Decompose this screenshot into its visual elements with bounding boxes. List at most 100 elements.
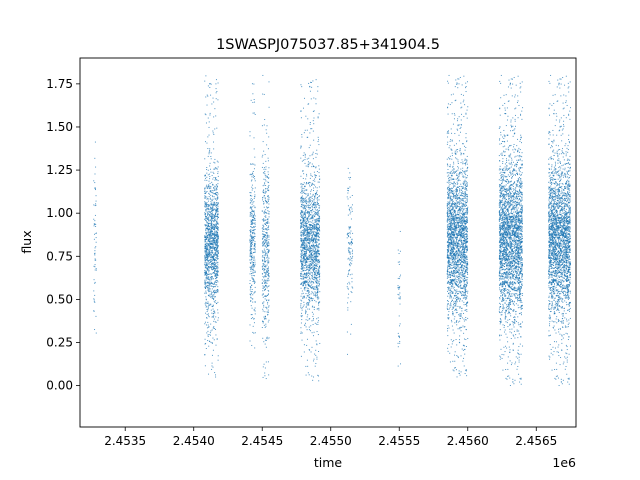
data-point: [266, 206, 268, 208]
data-point: [300, 259, 302, 261]
data-point: [267, 260, 269, 262]
data-point: [264, 223, 266, 225]
data-point: [313, 97, 315, 99]
data-point: [300, 201, 302, 203]
data-point: [250, 256, 252, 258]
data-point: [311, 201, 313, 203]
data-point: [314, 195, 316, 197]
data-point: [348, 247, 350, 249]
data-point: [446, 300, 448, 302]
data-point: [318, 236, 320, 238]
data-point: [211, 249, 213, 251]
data-point: [455, 261, 457, 263]
data-point: [303, 239, 305, 241]
data-point: [308, 197, 310, 199]
data-point: [300, 231, 302, 233]
data-point: [302, 154, 304, 156]
data-point: [211, 269, 213, 271]
data-point: [349, 172, 351, 174]
data-point: [310, 268, 312, 270]
data-point: [266, 240, 268, 242]
data-point: [254, 217, 256, 219]
data-point: [311, 184, 313, 186]
data-point: [250, 242, 252, 244]
data-point: [268, 106, 270, 108]
data-point: [205, 237, 207, 239]
data-point: [460, 216, 462, 218]
data-point: [93, 310, 95, 312]
data-point: [302, 232, 304, 234]
data-point: [315, 281, 317, 283]
data-point: [453, 306, 455, 308]
data-point: [318, 284, 320, 286]
data-point: [205, 348, 207, 349]
data-point: [215, 249, 217, 251]
data-point: [253, 263, 255, 265]
data-point: [307, 293, 309, 295]
data-point: [217, 319, 219, 321]
data-point: [311, 254, 313, 256]
data-point: [452, 341, 454, 343]
data-point: [210, 230, 212, 232]
data-point: [303, 283, 305, 285]
data-point: [309, 349, 311, 351]
data-point: [208, 326, 210, 328]
data-point: [308, 318, 310, 320]
data-point: [214, 263, 216, 265]
data-point: [305, 209, 307, 211]
data-point: [254, 218, 256, 220]
data-point: [249, 255, 251, 257]
data-point: [310, 256, 312, 258]
data-point: [312, 130, 314, 132]
data-point: [206, 308, 208, 310]
data-point: [261, 243, 263, 245]
data-point: [249, 324, 251, 326]
data-point: [266, 229, 268, 231]
data-point: [213, 241, 215, 243]
data-point: [211, 216, 213, 218]
data-point: [253, 262, 255, 264]
data-point: [307, 230, 309, 232]
data-point: [306, 281, 308, 283]
data-point: [464, 197, 466, 199]
data-point: [318, 297, 320, 299]
data-point: [464, 242, 466, 244]
data-point: [210, 186, 212, 188]
data-point: [399, 292, 401, 294]
data-point: [254, 307, 256, 309]
data-point: [213, 271, 215, 273]
data-point: [207, 269, 209, 271]
data-point: [208, 295, 210, 297]
data-point: [206, 231, 208, 233]
data-point: [302, 215, 304, 217]
data-point: [211, 294, 213, 296]
data-point: [204, 255, 206, 257]
data-point: [208, 287, 210, 289]
data-point: [450, 285, 452, 287]
data-point: [309, 242, 311, 244]
data-point: [205, 220, 207, 222]
data-point: [262, 251, 264, 253]
data-point: [317, 203, 319, 205]
data-point: [458, 175, 460, 177]
data-point: [207, 278, 209, 280]
data-point: [216, 280, 218, 282]
data-point: [217, 216, 219, 218]
data-point: [302, 187, 304, 189]
data-point: [311, 234, 313, 236]
data-point: [348, 257, 350, 259]
data-point: [348, 270, 350, 272]
data-point: [266, 272, 268, 274]
data-point: [208, 231, 210, 233]
data-point: [207, 203, 209, 205]
data-point: [457, 177, 458, 179]
data-point: [263, 231, 265, 233]
data-point: [465, 164, 467, 166]
data-point: [206, 244, 208, 246]
data-point: [313, 309, 315, 311]
data-point: [317, 280, 319, 282]
data-point: [464, 238, 466, 240]
data-point: [254, 164, 256, 166]
data-point: [316, 297, 318, 299]
data-point: [316, 237, 318, 239]
